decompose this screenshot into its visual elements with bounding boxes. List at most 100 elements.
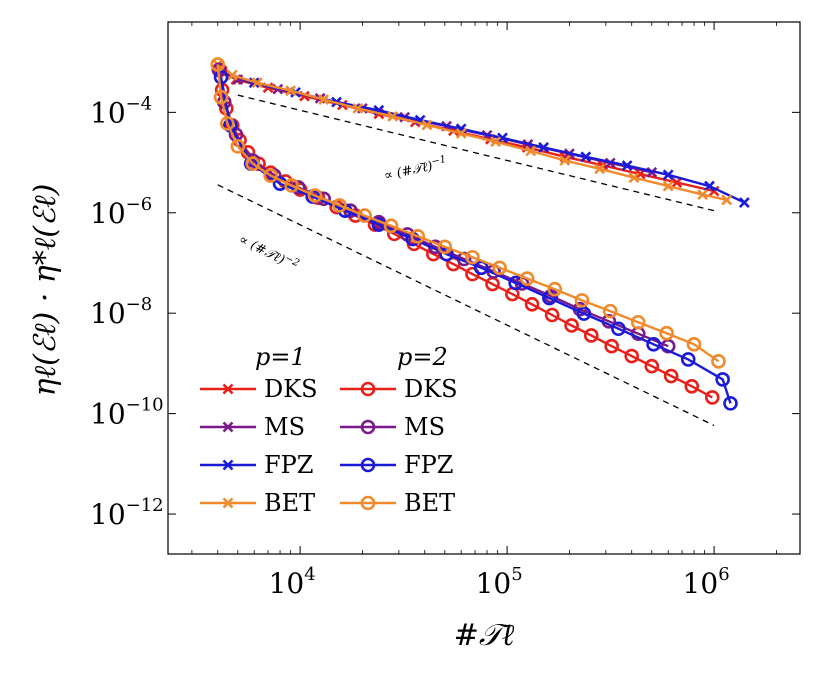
data-point [680, 352, 696, 367]
data-point [524, 297, 540, 312]
data-point [284, 178, 299, 193]
data-point [576, 306, 592, 321]
legend-marker [222, 421, 234, 433]
legend-label: FPZ [264, 451, 313, 479]
data-point [621, 160, 633, 172]
data-point [285, 85, 297, 97]
reference-line-1 [237, 94, 715, 212]
data-point [332, 198, 347, 213]
data-point [519, 271, 535, 286]
x-tick-label: 106 [683, 564, 730, 600]
data-point [437, 239, 453, 255]
data-point [594, 163, 606, 175]
data-point [580, 151, 592, 163]
data-point [251, 77, 263, 89]
y-axis-label: ηℓ(ℰℓ) · η*ℓ(ℰℓ) [28, 184, 63, 397]
data-point [574, 293, 590, 308]
y-tick-label: 10−8 [90, 294, 152, 330]
y-tick-label: 10−12 [90, 495, 164, 531]
data-point [226, 69, 238, 81]
plot-frame [167, 21, 801, 555]
legend-marker [360, 457, 376, 473]
y-tick-label: 10−6 [90, 194, 152, 230]
legend-entry-ms-p2: MS [340, 413, 445, 441]
data-point [564, 318, 579, 333]
data-point [455, 128, 467, 139]
data-point [602, 303, 618, 319]
data-point [628, 172, 640, 184]
x-tick-label: 104 [269, 564, 316, 600]
legend: p=1 p=2 DKS MS FPZ BET DKS MS FPZ BET [200, 343, 458, 517]
series-line [217, 69, 669, 348]
data-point [604, 338, 619, 354]
data-point [684, 378, 700, 394]
data-point [723, 396, 738, 411]
legend-entry-bet-p2: BET [340, 489, 455, 517]
data-point [697, 189, 709, 201]
data-point [544, 307, 560, 323]
y-tick-label: 10−4 [90, 93, 152, 129]
legend-entry-ms-p1: MS [200, 413, 305, 441]
data-point [210, 57, 226, 72]
data-point [659, 325, 674, 341]
data-point [213, 69, 229, 85]
data-point [383, 218, 399, 234]
legend-label: BET [264, 489, 315, 517]
data-point [646, 337, 661, 352]
x-tick-label: 105 [476, 564, 523, 600]
data-point [230, 139, 246, 154]
data-point [410, 228, 426, 244]
legend-label: MS [404, 413, 445, 441]
legend-header-p1: p=1 [255, 343, 306, 371]
data-point [220, 116, 235, 131]
data-point [738, 197, 750, 208]
legend-label: BET [404, 489, 455, 517]
data-point [559, 155, 571, 166]
data-point [715, 372, 730, 387]
data-point [662, 180, 674, 192]
data-point [630, 314, 646, 330]
data-point [357, 208, 372, 223]
data-point [711, 354, 726, 369]
legend-entry-dks-p2: DKS [340, 375, 458, 403]
data-point [465, 249, 480, 265]
legend-marker [222, 497, 234, 509]
data-point [721, 194, 733, 206]
reference-line-label-1: ∝ (#𝒯ℓ)−1 [382, 154, 448, 184]
data-point [686, 337, 702, 352]
legend-label: DKS [404, 375, 458, 403]
reference-line-2 [217, 184, 715, 427]
data-point [525, 145, 537, 157]
legend-entry-bet-p1: BET [200, 489, 315, 517]
data-point [662, 169, 674, 181]
legend-entry-fpz-p1: FPZ [200, 451, 313, 479]
data-point [318, 94, 330, 105]
data-point [497, 132, 508, 144]
data-point [307, 188, 323, 203]
legend-marker [360, 419, 376, 435]
axes: 104 105 106 10−4 10−6 10−8 10−10 10−12 #𝒯ℓ ηℓ(ℰℓ)… [28, 21, 801, 653]
legend-marker [360, 381, 376, 397]
data-point [538, 142, 549, 153]
legend-label: MS [264, 413, 305, 441]
legend-marker [360, 495, 376, 511]
x-axis-label: #𝒯ℓ [454, 618, 515, 653]
plot-area: ∝ (#𝒯ℓ)−1 ∝ (#𝒯ℓ)−2 [210, 57, 750, 427]
legend-marker [222, 383, 234, 395]
data-point [547, 281, 563, 297]
data-point [624, 348, 640, 364]
series-bet-p1 [212, 59, 733, 206]
data-point [583, 328, 599, 343]
y-tick-label: 10−10 [90, 395, 164, 431]
series-bet-p2 [210, 57, 726, 369]
data-point [213, 89, 229, 105]
legend-entry-fpz-p2: FPZ [340, 451, 453, 479]
legend-entry-dks-p1: DKS [200, 375, 318, 403]
data-point [245, 156, 260, 171]
series-line [216, 64, 720, 363]
data-point [263, 168, 278, 183]
data-point [663, 368, 679, 384]
data-point [671, 177, 683, 188]
legend-marker [222, 459, 234, 471]
data-point [352, 102, 364, 114]
